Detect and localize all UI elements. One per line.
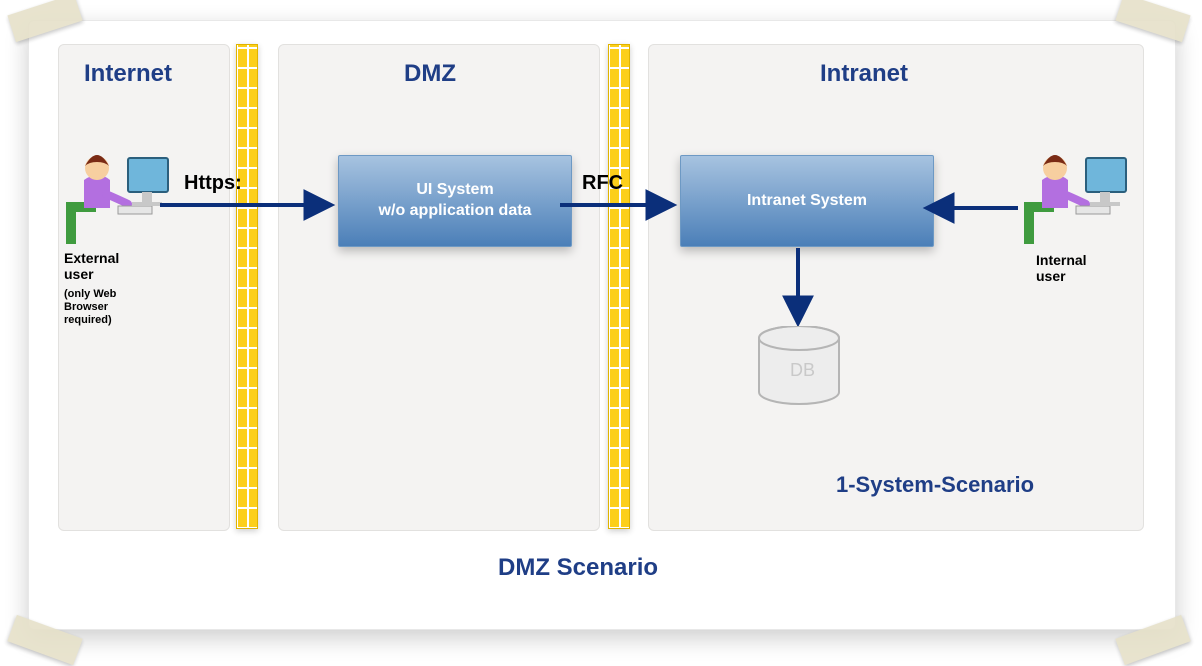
firewall-icon xyxy=(608,44,630,529)
zone-title-internet: Internet xyxy=(84,60,172,88)
database-label: DB xyxy=(790,360,815,381)
zone-title-intranet: Intranet xyxy=(820,60,908,88)
caption-footer: DMZ Scenario xyxy=(498,554,658,582)
system-box-ui: UI Systemw/o application data xyxy=(338,155,572,247)
internal-user-label: Internaluser xyxy=(1036,252,1087,284)
caption-scenario: 1-System-Scenario xyxy=(836,472,1034,498)
external-user-label: Externaluser xyxy=(64,250,119,282)
internal-user-icon xyxy=(1020,140,1130,260)
arrow-label-ui_to_intr: RFC xyxy=(582,172,623,195)
arrow-label-ext_to_ui: Https: xyxy=(184,172,242,195)
external-user-sublabel: (only WebBrowserrequired) xyxy=(64,288,116,328)
firewall-icon xyxy=(236,44,258,529)
zone-dmz xyxy=(278,44,600,531)
system-box-intranet: Intranet System xyxy=(680,155,934,247)
zone-title-dmz: DMZ xyxy=(404,60,456,88)
zone-intranet xyxy=(648,44,1144,531)
external-user-icon xyxy=(62,140,172,260)
